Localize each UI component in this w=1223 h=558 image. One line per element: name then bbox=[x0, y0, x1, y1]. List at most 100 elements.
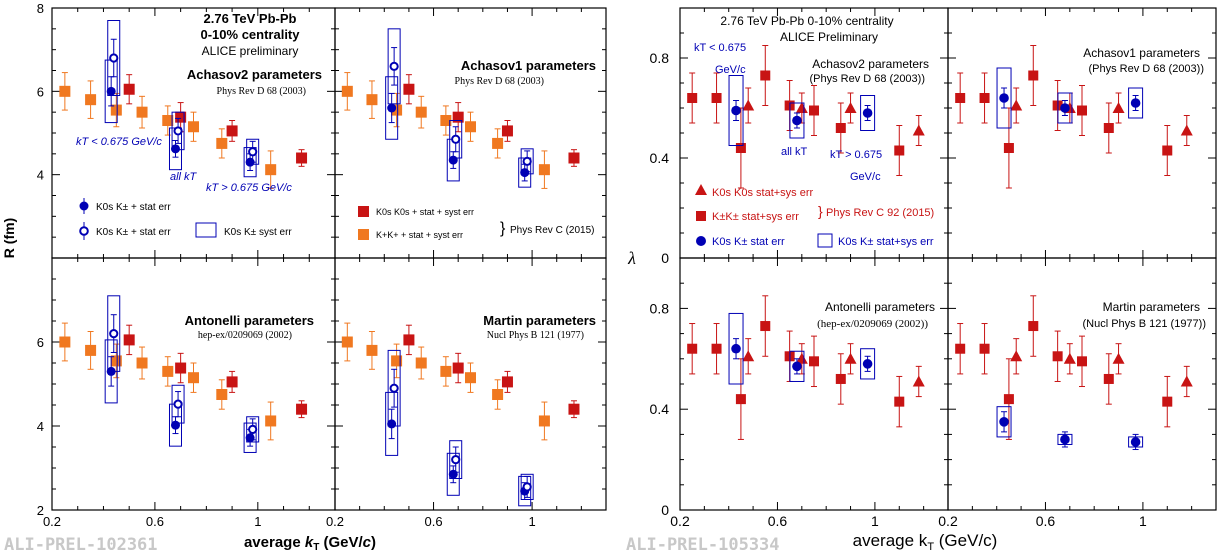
kpkp-point-marker bbox=[1077, 105, 1087, 116]
kk-point-marker bbox=[216, 389, 228, 400]
kk-point-marker bbox=[341, 336, 353, 348]
right-y-tick-label: 0 bbox=[661, 250, 669, 266]
kpm-solid-syst-box bbox=[385, 76, 399, 140]
right-x-tick-label: 0.6 bbox=[1036, 513, 1056, 529]
rlegend-sq-marker bbox=[696, 211, 706, 221]
kk-point-marker bbox=[110, 355, 122, 367]
left-y-tick-label: 4 bbox=[37, 419, 44, 434]
kpm-solid-syst-box bbox=[385, 391, 399, 456]
kk-point-marker bbox=[216, 137, 228, 149]
kpm-open-marker bbox=[109, 329, 119, 339]
kpkp-point-marker bbox=[1028, 321, 1039, 332]
kk-point-marker bbox=[366, 94, 378, 106]
kpm-open-marker bbox=[248, 147, 258, 157]
right-panels bbox=[679, 7, 1217, 511]
rpanel4-title: Martin parameters bbox=[1103, 300, 1200, 314]
kpm-open-marker bbox=[173, 126, 183, 136]
legend-k0k0-label: K0s K0s + stat + syst err bbox=[376, 207, 474, 217]
k0k0-tri-marker bbox=[795, 352, 808, 364]
kk-point-marker bbox=[162, 115, 174, 126]
panel2-subtitle: Phys Rev D 68 (2003) bbox=[455, 76, 544, 87]
right-y-tick-label: 0.8 bbox=[650, 300, 670, 316]
lambda-panel-3 bbox=[679, 257, 949, 511]
left-x-tick-label: 0.6 bbox=[425, 514, 443, 529]
left-x-tick-label: 1 bbox=[528, 514, 535, 529]
kpkp-point-marker bbox=[1028, 70, 1039, 81]
left-y-tick-label: 8 bbox=[37, 1, 44, 16]
k0k0-point-marker bbox=[296, 403, 308, 415]
kpm-open-marker bbox=[109, 53, 119, 63]
k0k0-point-marker bbox=[452, 362, 464, 374]
panel1-title: Achasov2 parameters bbox=[187, 67, 322, 82]
kk-point-marker bbox=[265, 415, 277, 427]
k0kpm-syst-box bbox=[860, 95, 876, 131]
kpm-solid-syst-box bbox=[243, 147, 257, 178]
rlegend-circ-label: K0s K± stat err bbox=[712, 236, 785, 248]
kpm-open-syst-box bbox=[171, 384, 185, 424]
k0kpm-marker bbox=[1130, 98, 1141, 108]
k0k0-point-marker bbox=[226, 125, 238, 137]
panel4-title: Martin parameters bbox=[483, 313, 596, 328]
k0k0-point-marker bbox=[403, 83, 415, 95]
kk-point-marker bbox=[391, 355, 403, 367]
right-watermark: ALI-PREL-105334 bbox=[626, 535, 780, 555]
k0kpm-syst-box bbox=[1128, 87, 1144, 119]
k0kpm-syst-box bbox=[728, 75, 744, 146]
right-x-tick-label: 1 bbox=[871, 513, 879, 529]
kpm-open-syst-box bbox=[246, 416, 260, 443]
kpkp-point-marker bbox=[1103, 123, 1114, 133]
kpm-open-syst-box bbox=[246, 138, 260, 165]
rpanel2-title: Achasov1 parameters bbox=[1083, 46, 1200, 60]
kpkp-point-marker bbox=[711, 343, 722, 354]
k0k0-point-marker bbox=[568, 403, 580, 415]
left-legend-reference: K0s K0s + stat + syst err K+K+ + stat + … bbox=[358, 206, 594, 240]
r-panel-3 bbox=[51, 257, 336, 511]
kpm-open-syst-box bbox=[107, 295, 121, 372]
kk-point-marker bbox=[85, 94, 97, 106]
k0kpm-syst-box bbox=[1057, 92, 1073, 124]
k0kpm-syst-box bbox=[728, 312, 744, 385]
panel2-title: Achasov1 parameters bbox=[461, 58, 596, 73]
kpkp-point-marker bbox=[735, 143, 746, 153]
kk-point-marker bbox=[110, 104, 122, 116]
k0k0-point-marker bbox=[403, 334, 415, 346]
k0k0-tri-marker bbox=[912, 124, 925, 136]
kk-point-marker bbox=[85, 344, 97, 356]
kk-point-marker bbox=[366, 344, 378, 356]
k0k0-tri-marker bbox=[1010, 350, 1023, 362]
kpkp-point-marker bbox=[979, 93, 990, 103]
kpm-open-syst-box bbox=[171, 111, 185, 151]
left-header-line1: 2.76 TeV Pb-Pb bbox=[204, 11, 297, 26]
kpm-open-syst-box bbox=[107, 20, 121, 96]
right-y-tick-label: 0 bbox=[661, 502, 669, 518]
right-y-tick-label: 0.4 bbox=[650, 401, 670, 417]
legend-brace: } bbox=[500, 220, 506, 237]
k0kpm-marker bbox=[862, 359, 873, 369]
k0k0-tri-marker bbox=[795, 102, 808, 113]
kpkp-point-marker bbox=[1003, 143, 1014, 153]
right-header-line2: ALICE Preliminary bbox=[780, 30, 878, 44]
k0kpm-syst-box bbox=[789, 102, 805, 139]
kk-point-marker bbox=[492, 137, 504, 149]
kpkp-point-marker bbox=[955, 343, 966, 354]
left-figure-background bbox=[0, 0, 610, 558]
figure-divider bbox=[610, 0, 622, 558]
rpanel3-title: Antonelli parameters bbox=[825, 300, 935, 314]
kpkp-point-marker bbox=[760, 70, 771, 81]
legend-kk-marker bbox=[358, 229, 369, 240]
kpm-open-marker bbox=[522, 482, 532, 492]
panel3-subtitle: hep-ex/0209069 (2002) bbox=[198, 330, 292, 341]
kk-point-marker bbox=[415, 357, 427, 369]
left-axis-ticks: 2 4 6 4 6 8 0.2 0.2 0.6 0.6 1 1 bbox=[37, 1, 536, 529]
panel1-subtitle: Phys Rev D 68 (2003) bbox=[217, 86, 306, 97]
rpanel1-title: Achasov2 parameters bbox=[812, 57, 929, 71]
k0k0-point-marker bbox=[175, 111, 187, 123]
kpkp-point-marker bbox=[1052, 351, 1063, 362]
right-x-tick-label: 1 bbox=[1139, 513, 1147, 529]
kpkp-point-marker bbox=[1162, 396, 1173, 407]
left-x-tick-label: 0.2 bbox=[326, 514, 344, 529]
kk-point-marker bbox=[136, 357, 148, 369]
k0kpm-syst-box bbox=[860, 348, 876, 380]
right-axis-ticks: 00.40.80.40.800.2 0.20.6 0.61 1 bbox=[650, 50, 1147, 529]
left-x-axis-label: average kT (GeV/c) bbox=[244, 534, 376, 553]
